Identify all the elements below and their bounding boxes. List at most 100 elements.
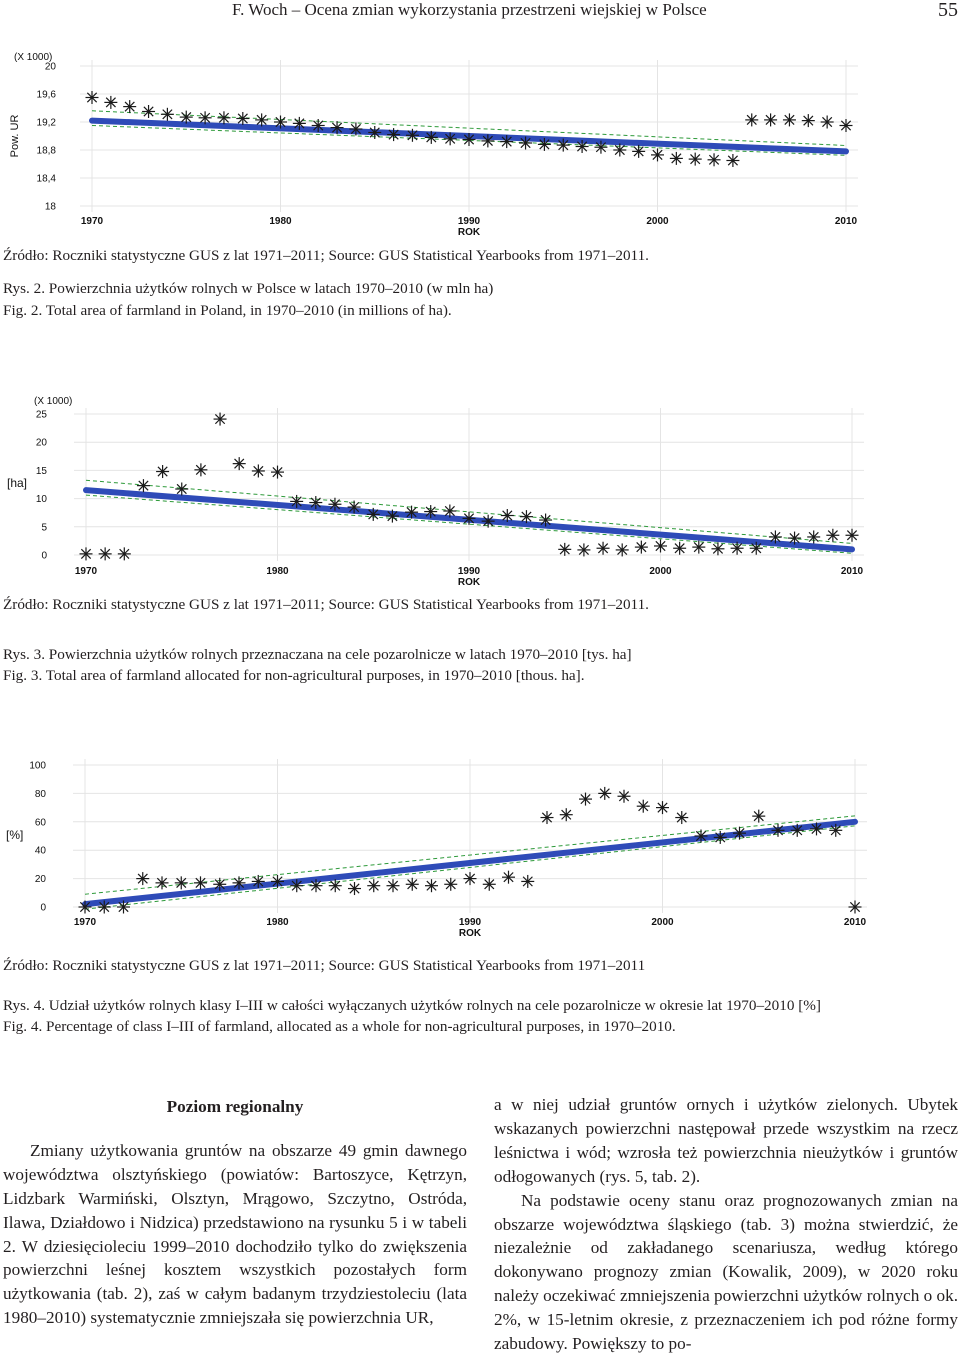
data-point xyxy=(347,500,361,514)
confidence-upper xyxy=(84,815,856,895)
data-point xyxy=(669,151,683,165)
data-point xyxy=(290,494,304,508)
data-point xyxy=(801,114,815,128)
x-tick-label: 2010 xyxy=(841,566,864,577)
data-point xyxy=(117,547,131,561)
figure-4-source: Źródło: Roczniki statystyczne GUS z lat … xyxy=(3,957,646,974)
x-tick-label: 1980 xyxy=(266,917,289,928)
data-point xyxy=(79,547,93,561)
figure-4-caption-pl: Rys. 4. Udział użytków rolnych klasy I–I… xyxy=(3,997,821,1014)
body-paragraph: Na podstawie oceny stanu oraz prognozowa… xyxy=(494,1190,958,1354)
running-title: F. Woch – Ocena zmian wykorzystania prze… xyxy=(232,0,707,19)
figure-2-caption-pl: Rys. 2. Powierzchnia użytków rolnych w P… xyxy=(3,280,494,297)
data-point xyxy=(848,900,862,914)
data-point xyxy=(251,464,265,478)
data-point xyxy=(194,876,207,890)
x-axis-label: ROK xyxy=(459,928,482,939)
body-left-column: Poziom regionalny Zmiany użytkowania gru… xyxy=(3,1093,467,1330)
y-tick-label: 0 xyxy=(40,903,46,914)
data-point xyxy=(594,140,608,154)
data-point xyxy=(348,882,361,896)
data-point xyxy=(309,496,323,510)
y-tick-label: 10 xyxy=(36,494,48,505)
y-axis-label: Pow. UR xyxy=(9,115,21,158)
data-point xyxy=(829,823,843,837)
data-point xyxy=(387,128,401,142)
data-point xyxy=(330,121,344,135)
data-point xyxy=(198,111,212,125)
y-tick-label: 80 xyxy=(35,789,47,800)
figure-2-source: Źródło: Roczniki statystyczne GUS z lat … xyxy=(3,247,649,264)
data-point xyxy=(136,872,150,886)
data-point xyxy=(462,133,476,146)
data-point xyxy=(615,543,629,557)
data-point xyxy=(213,877,227,891)
data-point xyxy=(521,874,535,888)
data-point xyxy=(405,128,419,142)
data-point xyxy=(217,111,231,125)
data-point xyxy=(598,786,612,800)
data-point xyxy=(749,541,763,555)
data-point xyxy=(385,509,399,523)
y-tick-label: 15 xyxy=(36,466,48,477)
confidence-upper xyxy=(85,479,853,544)
data-point xyxy=(123,100,137,114)
data-point xyxy=(142,105,156,118)
data-point xyxy=(98,547,112,561)
data-point xyxy=(424,505,438,519)
x-tick-label: 1990 xyxy=(459,917,482,928)
x-tick-label: 1970 xyxy=(75,566,98,577)
y-tick-label: 25 xyxy=(36,410,48,421)
data-point xyxy=(654,539,667,553)
data-point xyxy=(711,542,725,556)
y-tick-label: 20 xyxy=(45,62,57,73)
x-tick-label: 1980 xyxy=(269,216,292,227)
data-point xyxy=(251,874,265,888)
data-point xyxy=(443,132,457,146)
figure-3-caption-pl: Rys. 3. Powierzchnia użytków rolnych prz… xyxy=(3,646,632,663)
data-point xyxy=(752,809,766,823)
data-point xyxy=(707,153,721,167)
data-point xyxy=(771,823,785,837)
data-point xyxy=(839,119,853,132)
section-heading: Poziom regionalny xyxy=(166,1097,304,1116)
data-point xyxy=(558,542,572,556)
data-point xyxy=(232,876,246,890)
data-point xyxy=(156,465,170,479)
data-point xyxy=(845,528,859,542)
data-point xyxy=(328,497,342,511)
data-point xyxy=(726,154,740,167)
data-point xyxy=(632,144,646,158)
data-point xyxy=(575,140,589,153)
data-point xyxy=(117,900,130,914)
data-point xyxy=(745,113,759,127)
data-point xyxy=(366,507,380,521)
figure-3-source: Źródło: Roczniki statystyczne GUS z lat … xyxy=(3,596,649,613)
confidence-lower xyxy=(84,825,856,910)
data-point xyxy=(160,107,174,121)
y-axis-label: [%] xyxy=(6,828,23,842)
x-tick-label: 2010 xyxy=(844,917,867,928)
body-paragraph: a w niej udział gruntów ornych i użytków… xyxy=(494,1095,958,1186)
data-point xyxy=(136,479,150,493)
trend-line xyxy=(82,818,858,908)
data-point xyxy=(713,830,727,844)
y-tick-label: 18,8 xyxy=(37,146,57,157)
data-point xyxy=(596,541,610,555)
data-point xyxy=(85,91,99,104)
y-tick-label: 20 xyxy=(36,438,48,449)
data-point xyxy=(179,110,193,124)
body-right-column: a w niej udział gruntów ornych i użytków… xyxy=(494,1093,958,1356)
data-point xyxy=(500,509,514,523)
data-point xyxy=(519,136,533,150)
data-point xyxy=(174,876,188,890)
data-point xyxy=(444,877,458,891)
y-tick-label: 19,6 xyxy=(37,90,57,101)
y-tick-label: 60 xyxy=(35,817,47,828)
figure-3-caption-en: Fig. 3. Total area of farmland allocated… xyxy=(3,667,585,684)
running-header: F. Woch – Ocena zmian wykorzystania prze… xyxy=(0,0,960,22)
figure-4-chart: 100 80 60 40 20 0 1970 1980 1990 2000 2010 ROK [%] xyxy=(6,759,867,939)
data-point xyxy=(405,877,419,891)
data-point xyxy=(820,115,834,129)
y-tick-label: 18 xyxy=(45,202,57,213)
